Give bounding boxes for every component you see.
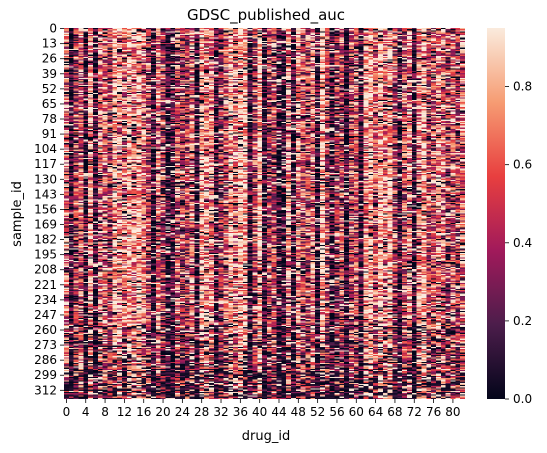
y-tick-label: 247 — [34, 308, 57, 322]
y-axis-label: sample_id — [10, 181, 25, 247]
y-axis-ticks: 0132639526578911041171301431561691821952… — [34, 22, 64, 397]
x-tick-label: 56 — [329, 405, 344, 419]
x-tick-label: 32 — [213, 405, 228, 419]
colorbar-ticks: 0.0 0.2 0.4 0.6 0.8 — [505, 80, 532, 406]
x-tick-label: 48 — [291, 405, 306, 419]
chart-title: GDSC_published_auc — [187, 6, 345, 25]
colorbar-tick-label: 0.0 — [513, 392, 532, 406]
colorbar-gradient — [487, 28, 505, 399]
y-tick-label: 182 — [34, 233, 57, 247]
y-tick-label: 52 — [42, 82, 57, 96]
colorbar-tick-label: 0.2 — [513, 314, 532, 328]
x-tick-label: 12 — [117, 405, 132, 419]
x-tick-label: 0 — [63, 405, 71, 419]
heatmap-image — [64, 28, 465, 399]
x-tick-label: 16 — [136, 405, 151, 419]
x-tick-label: 28 — [194, 405, 209, 419]
y-tick-label: 195 — [34, 248, 57, 262]
y-tick-label: 117 — [34, 157, 57, 171]
y-tick-label: 91 — [42, 127, 57, 141]
colorbar: 0.0 0.2 0.4 0.6 0.8 — [487, 28, 532, 406]
colorbar-tick-label: 0.4 — [513, 236, 532, 250]
x-tick-label: 68 — [387, 405, 402, 419]
x-tick-label: 24 — [175, 405, 190, 419]
y-tick-label: 13 — [42, 37, 57, 51]
x-tick-label: 76 — [426, 405, 441, 419]
y-tick-label: 260 — [34, 323, 57, 337]
y-tick-label: 299 — [34, 368, 57, 382]
x-tick-label: 8 — [101, 405, 109, 419]
y-tick-label: 0 — [49, 22, 57, 36]
x-tick-label: 60 — [349, 405, 364, 419]
x-tick-label: 40 — [252, 405, 267, 419]
heatmap-cells — [64, 28, 465, 399]
x-axis-ticks: 0 4 8 12 16 20 24 28 32 36 40 44 48 52 56 60 64 68 72 76 80 — [63, 399, 461, 419]
y-tick-label: 221 — [34, 278, 57, 292]
y-tick-label: 208 — [34, 263, 57, 277]
y-tick-label: 156 — [34, 202, 57, 216]
x-tick-label: 36 — [233, 405, 248, 419]
y-tick-label: 39 — [42, 67, 57, 81]
colorbar-tick-label: 0.8 — [513, 80, 532, 94]
y-tick-label: 78 — [42, 112, 57, 126]
y-tick-label: 26 — [42, 52, 57, 66]
x-tick-label: 4 — [82, 405, 90, 419]
x-tick-label: 64 — [368, 405, 383, 419]
x-tick-label: 52 — [310, 405, 325, 419]
y-tick-label: 312 — [34, 383, 57, 397]
y-tick-label: 104 — [34, 142, 57, 156]
y-tick-label: 169 — [34, 218, 57, 232]
x-tick-label: 20 — [155, 405, 170, 419]
colorbar-tick-label: 0.6 — [513, 158, 532, 172]
x-axis-label: drug_id — [242, 429, 290, 444]
y-tick-label: 65 — [42, 97, 57, 111]
x-tick-label: 44 — [271, 405, 286, 419]
y-tick-label: 130 — [34, 172, 57, 186]
x-tick-label: 80 — [445, 405, 460, 419]
y-tick-label: 286 — [34, 353, 57, 367]
y-tick-label: 234 — [34, 293, 57, 307]
x-tick-label: 72 — [407, 405, 422, 419]
y-tick-label: 143 — [34, 187, 57, 201]
y-tick-label: 273 — [34, 338, 57, 352]
